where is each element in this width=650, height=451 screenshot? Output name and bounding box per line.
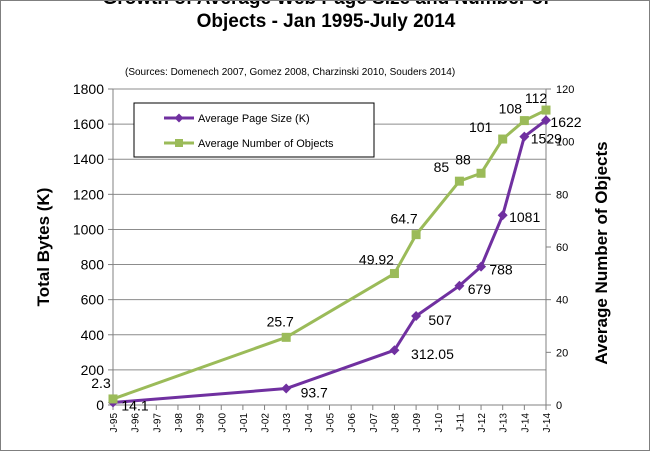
data-point-marker xyxy=(389,345,400,356)
data-point-marker xyxy=(281,383,292,394)
x-tick-label: J-00 xyxy=(217,413,228,433)
y-left-tick-label: 0 xyxy=(96,397,104,413)
data-point-marker xyxy=(541,115,551,126)
data-label: 1622 xyxy=(550,114,581,130)
y-right-tick-label: 20 xyxy=(556,347,568,359)
x-tick-label: J-02 xyxy=(261,413,272,433)
series-line xyxy=(112,119,547,405)
data-point-marker xyxy=(389,269,399,279)
data-label: 64.7 xyxy=(390,211,417,227)
x-tick-label: J-97 xyxy=(152,413,163,433)
data-point-marker xyxy=(411,230,421,240)
data-point-marker xyxy=(519,116,529,126)
data-label: 108 xyxy=(499,101,523,117)
chart-title-line-1: Growth of Average Web Page Size and Numb… xyxy=(1,1,649,10)
y-left-tick-label: 1600 xyxy=(73,116,104,132)
legend-label: Average Number of Objects xyxy=(198,138,334,150)
data-point-marker xyxy=(498,134,508,144)
y-left-tick-label: 800 xyxy=(81,257,105,273)
x-tick-label: J-13 xyxy=(499,413,510,433)
data-point-marker xyxy=(519,131,530,142)
x-tick-label: J-96 xyxy=(131,413,142,433)
y-right-axis-title: Average Number of Objects xyxy=(592,141,611,364)
x-tick-label: J-11 xyxy=(455,413,466,432)
data-label: 1529 xyxy=(531,131,562,147)
data-label: 93.7 xyxy=(301,385,328,401)
data-label: 1081 xyxy=(509,209,540,225)
x-tick-label: J-95 xyxy=(109,413,120,433)
data-label: 14.1 xyxy=(121,398,148,414)
data-point-marker xyxy=(281,332,291,342)
y-left-tick-label: 1200 xyxy=(73,186,104,202)
data-label: 2.3 xyxy=(91,375,111,391)
data-label: 85 xyxy=(434,159,450,175)
x-tick-label: J-98 xyxy=(174,413,185,433)
data-point-marker xyxy=(108,394,118,404)
x-tick-label: J-01 xyxy=(239,413,250,433)
data-label: 25.7 xyxy=(267,313,294,329)
x-tick-label: J-06 xyxy=(347,413,358,433)
y-left-tick-label: 1400 xyxy=(73,151,104,167)
y-right-tick-label: 80 xyxy=(556,189,568,201)
y-right-tick-label: 100 xyxy=(556,137,574,149)
data-label: 112 xyxy=(525,90,548,106)
y-left-tick-label: 600 xyxy=(81,292,105,308)
data-point-marker xyxy=(476,168,486,178)
data-label: 507 xyxy=(428,312,452,328)
chart-title-line-2: Objects - Jan 1995-July 2014 xyxy=(196,11,456,32)
data-label: 312.05 xyxy=(411,346,454,362)
y-right-tick-label: 0 xyxy=(556,400,562,412)
y-right-tick-label: 40 xyxy=(556,295,568,307)
y-left-tick-label: 1800 xyxy=(73,81,104,97)
y-right-tick-label: 120 xyxy=(556,84,574,96)
x-tick-label: J-14 xyxy=(542,413,553,433)
x-tick-label: J-04 xyxy=(304,413,315,433)
x-tick-label: J-99 xyxy=(196,413,207,433)
x-tick-label: J-05 xyxy=(326,413,337,433)
data-label: 679 xyxy=(468,281,492,297)
legend-box xyxy=(133,102,375,158)
data-point-marker xyxy=(454,280,465,291)
data-point-marker xyxy=(497,210,508,221)
data-point-marker xyxy=(454,176,464,186)
x-tick-label: J-12 xyxy=(477,413,488,433)
y-right-tick-label: 60 xyxy=(556,242,568,254)
y-left-axis-title: Total Bytes (K) xyxy=(34,188,53,307)
legend-swatch-marker xyxy=(174,113,184,123)
data-label: 788 xyxy=(489,262,513,278)
data-point-marker xyxy=(411,310,422,321)
legend-label: Average Page Size (K) xyxy=(198,113,310,125)
y-left-tick-label: 400 xyxy=(81,327,105,343)
data-label: 88 xyxy=(455,151,471,167)
data-point-marker xyxy=(476,261,487,272)
legend-swatch-marker xyxy=(175,139,183,147)
data-label: 101 xyxy=(469,119,493,135)
y-left-tick-label: 1000 xyxy=(73,221,104,237)
data-label: 49.92 xyxy=(359,252,394,268)
x-tick-label: J-10 xyxy=(434,413,445,433)
chart-subtitle: (Sources: Domenech 2007, Gomez 2008, Cha… xyxy=(125,67,456,78)
y-left-tick-label: 200 xyxy=(81,362,105,378)
x-tick-label: J-09 xyxy=(412,413,423,433)
data-point-marker xyxy=(541,105,551,115)
x-tick-label: J-14 xyxy=(520,413,531,433)
x-tick-label: J-07 xyxy=(369,413,380,433)
x-tick-label: J-03 xyxy=(282,413,293,433)
x-tick-label: J-08 xyxy=(390,413,401,433)
